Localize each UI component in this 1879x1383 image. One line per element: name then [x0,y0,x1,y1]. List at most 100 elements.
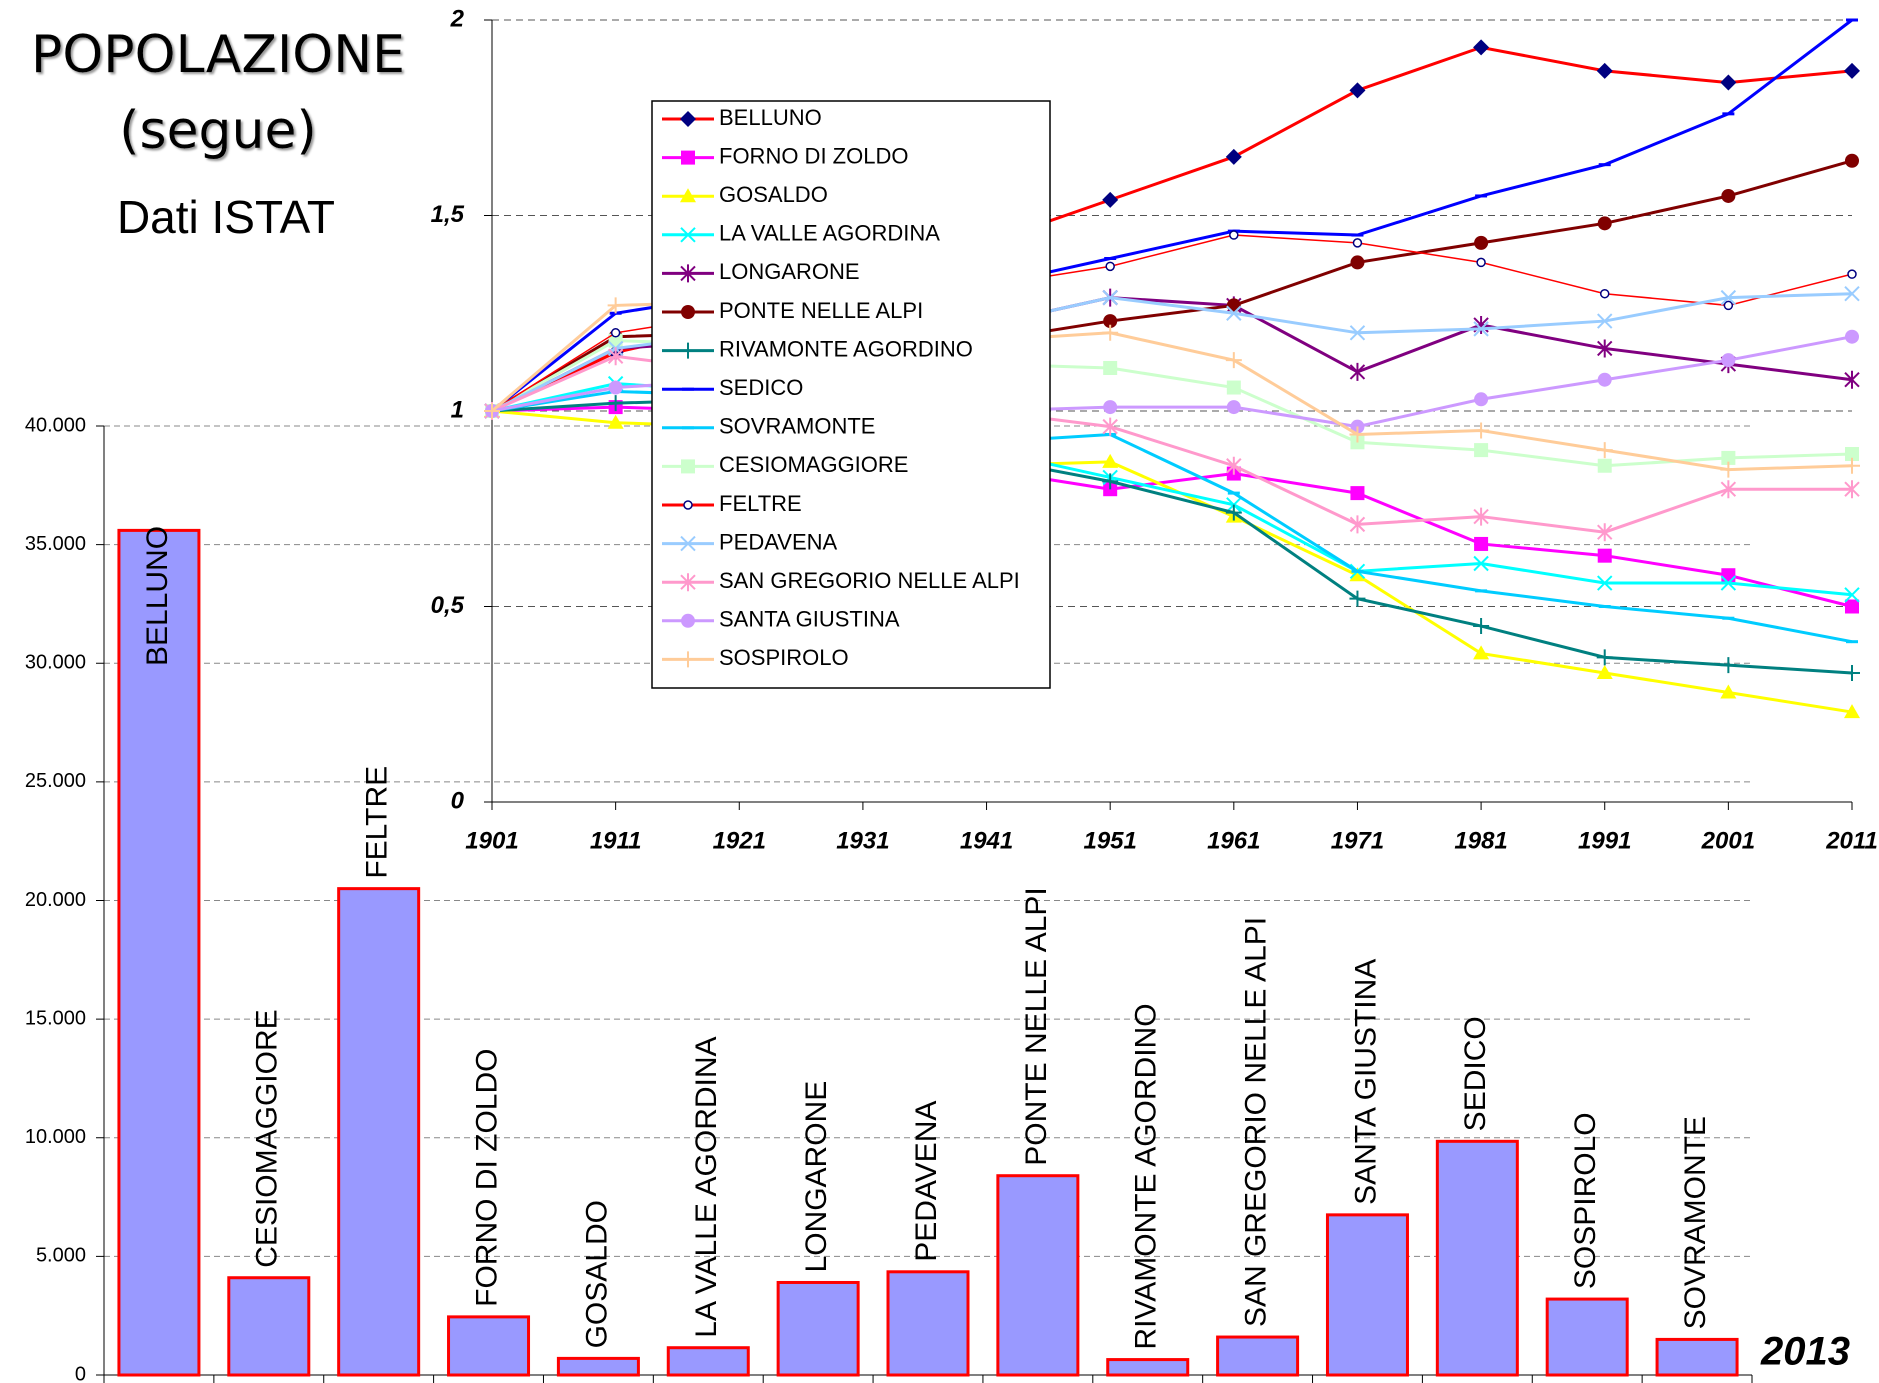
y-tick-label: 0,5 [431,592,465,619]
bar [556,1356,640,1377]
legend-marker [681,150,695,165]
marker [1225,504,1242,521]
legend-marker [680,188,696,203]
annotation: 2013 [1760,1330,1850,1374]
marker [484,403,500,419]
marker [1473,39,1490,56]
marker [1349,325,1366,341]
bar-label: LONGARONE [800,1081,833,1273]
marker [1349,362,1366,381]
marker [1473,321,1489,337]
marker [1720,684,1737,699]
marker [1474,235,1489,250]
marker [1349,590,1366,607]
marker [1476,257,1486,268]
marker [1473,555,1489,572]
marker [1226,298,1241,313]
bar [1325,1213,1409,1377]
marker [1845,329,1859,344]
marker [1226,456,1242,475]
x-tick-label: 1971 [1331,827,1384,854]
marker [610,328,621,338]
bar-label: BELLUNO [141,526,174,666]
marker [1474,392,1489,407]
marker [1596,649,1613,666]
x-tick-label: 2001 [1701,827,1755,854]
y-tick-label: 15.000 [25,1007,86,1029]
marker [1720,461,1737,478]
slide-subtitle: (segue) [119,101,317,161]
marker [1103,400,1118,415]
marker [607,347,624,366]
bar-label: FELTRE [361,766,394,879]
marker [1352,238,1363,248]
marker [1474,536,1489,551]
legend-marker [680,264,696,283]
bar-label: SOSPIROLO [1569,1112,1602,1289]
marker [1845,153,1859,168]
x-tick-label: 1931 [836,827,889,854]
marker [1845,447,1859,462]
marker [1473,422,1490,439]
marker [1349,567,1366,582]
legend-item: FORNO DI ZOLDO [719,143,908,168]
bar-label: SANTA GIUSTINA [1349,959,1382,1205]
marker [1847,269,1857,279]
marker [1720,74,1737,91]
x-tick-label: 1901 [465,827,518,854]
marker [1226,305,1242,321]
bar [1655,1337,1739,1377]
marker [1844,587,1860,603]
marker [1599,288,1610,299]
marker [1349,426,1366,443]
bar-label: RIVAMONTE AGORDINO [1130,1003,1163,1349]
marker [1845,599,1859,614]
source: Dati ISTAT [117,191,335,243]
legend-item: PEDAVENA [719,529,838,554]
marker [1844,664,1860,681]
x-tick-label: 1981 [1454,827,1507,854]
marker [1597,313,1613,329]
marker [1721,450,1736,465]
marker [1723,300,1734,311]
legend-item: SOSPIROLO [719,645,849,670]
x-tick-label: 1941 [960,827,1013,854]
y-tick-label: 10.000 [25,1126,86,1148]
marker [1597,458,1612,473]
legend-item: RIVAMONTE AGORDINO [719,336,973,361]
legend-item: PONTE NELLE ALPI [719,298,923,323]
bar [776,1280,860,1377]
marker [1226,380,1241,395]
marker [1102,324,1119,341]
marker [1349,515,1366,534]
y-tick-label: 20.000 [25,889,86,911]
x-tick-label: 1991 [1578,827,1631,854]
legend-item: SEDICO [719,375,803,400]
legend-marker [680,111,696,127]
marker [1596,442,1613,459]
marker [1102,453,1119,468]
marker [1473,507,1489,526]
marker [1597,548,1612,563]
marker [1473,645,1490,660]
marker [1720,575,1737,591]
marker [1349,82,1366,99]
marker [1350,486,1365,501]
x-tick-label: 1961 [1207,827,1260,854]
bar [886,1270,970,1377]
marker [1597,523,1613,542]
marker [1102,191,1119,208]
legend-item: CESIOMAGGIORE [719,452,908,477]
marker [607,297,624,314]
legend-marker [681,459,695,474]
y-tick-label: 40.000 [25,414,86,436]
marker [607,414,624,429]
bar-label: CESIOMAGGIORE [251,1009,284,1267]
marker [1102,417,1118,436]
marker [1597,372,1612,387]
bar [1435,1139,1519,1377]
bar [1216,1335,1300,1377]
bar-label: PONTE NELLE ALPI [1020,887,1053,1165]
x-tick-label: 2011 [1825,827,1878,854]
